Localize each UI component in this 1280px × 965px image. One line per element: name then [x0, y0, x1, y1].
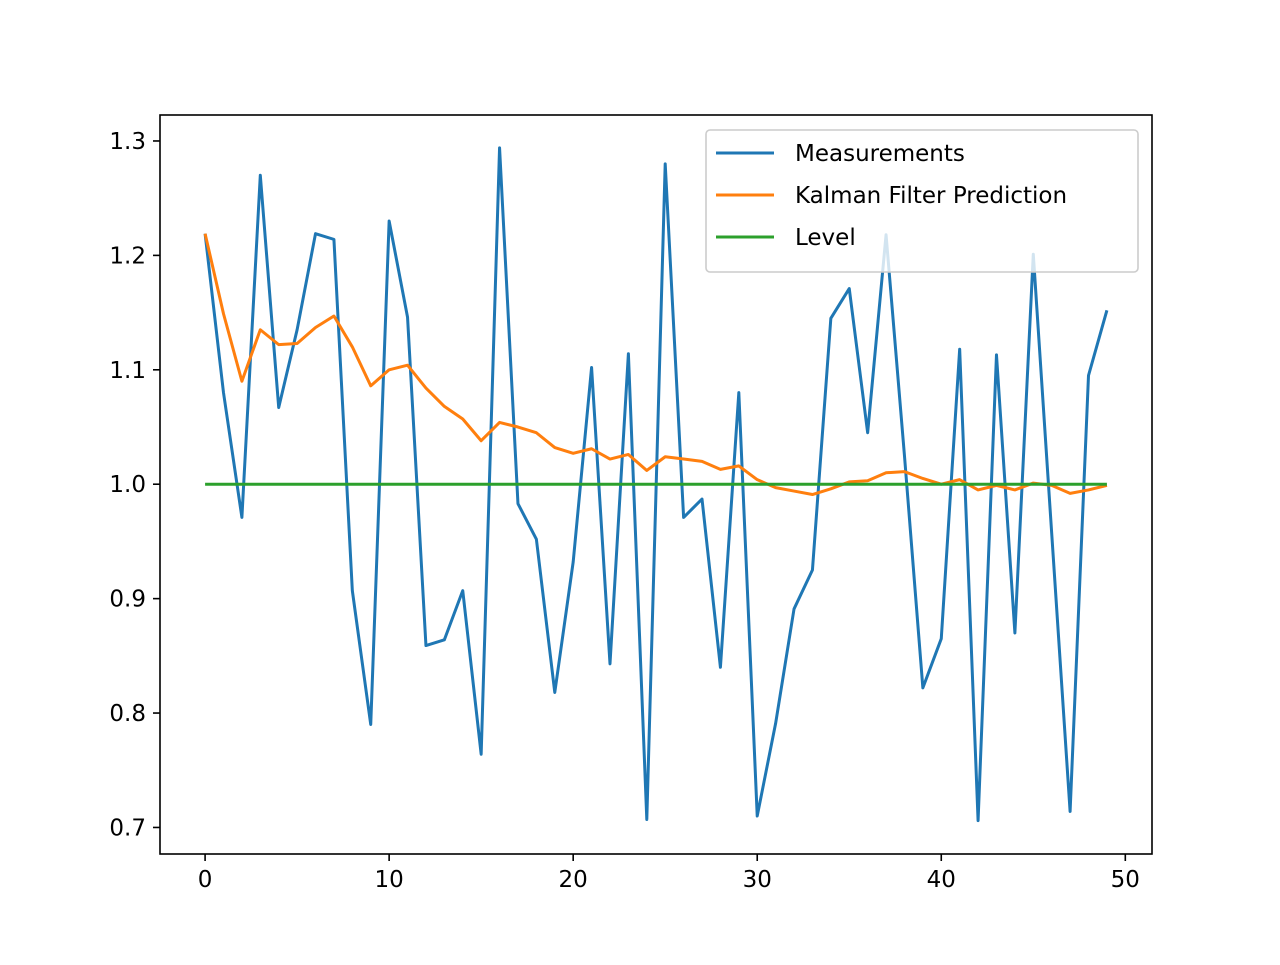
legend-label: Kalman Filter Prediction [795, 183, 1067, 209]
legend-label: Level [795, 225, 856, 251]
x-tick-label: 40 [927, 867, 956, 893]
ticks-layer: 0 10 20 30 40 50 0.7 0.8 0.9 1.0 1.1 1.2 1.3 [109, 129, 1140, 893]
legend: Measurements Kalman Filter Prediction Leve… [705, 129, 1139, 273]
x-tick-label: 10 [374, 867, 403, 893]
legend-label: Measurements [795, 141, 965, 167]
y-tick-label: 1.1 [109, 358, 146, 384]
x-tick-label: 20 [559, 867, 588, 893]
x-tick-label: 30 [743, 867, 772, 893]
legend-box [705, 129, 1139, 273]
x-tick-label: 50 [1111, 867, 1140, 893]
y-tick-label: 1.0 [109, 472, 146, 498]
y-tick-label: 0.7 [109, 815, 146, 841]
series-layer [203, 146, 1109, 823]
y-tick-label: 1.2 [109, 243, 146, 269]
series-line-measurements [203, 146, 1109, 823]
y-tick-label: 0.9 [109, 587, 146, 613]
y-tick-label: 1.3 [109, 129, 146, 155]
x-tick-label: 0 [198, 867, 213, 893]
y-tick-label: 0.8 [109, 701, 146, 727]
series-line-kalman-filter-prediction [203, 233, 1108, 497]
plot-area-frame [159, 114, 1153, 855]
